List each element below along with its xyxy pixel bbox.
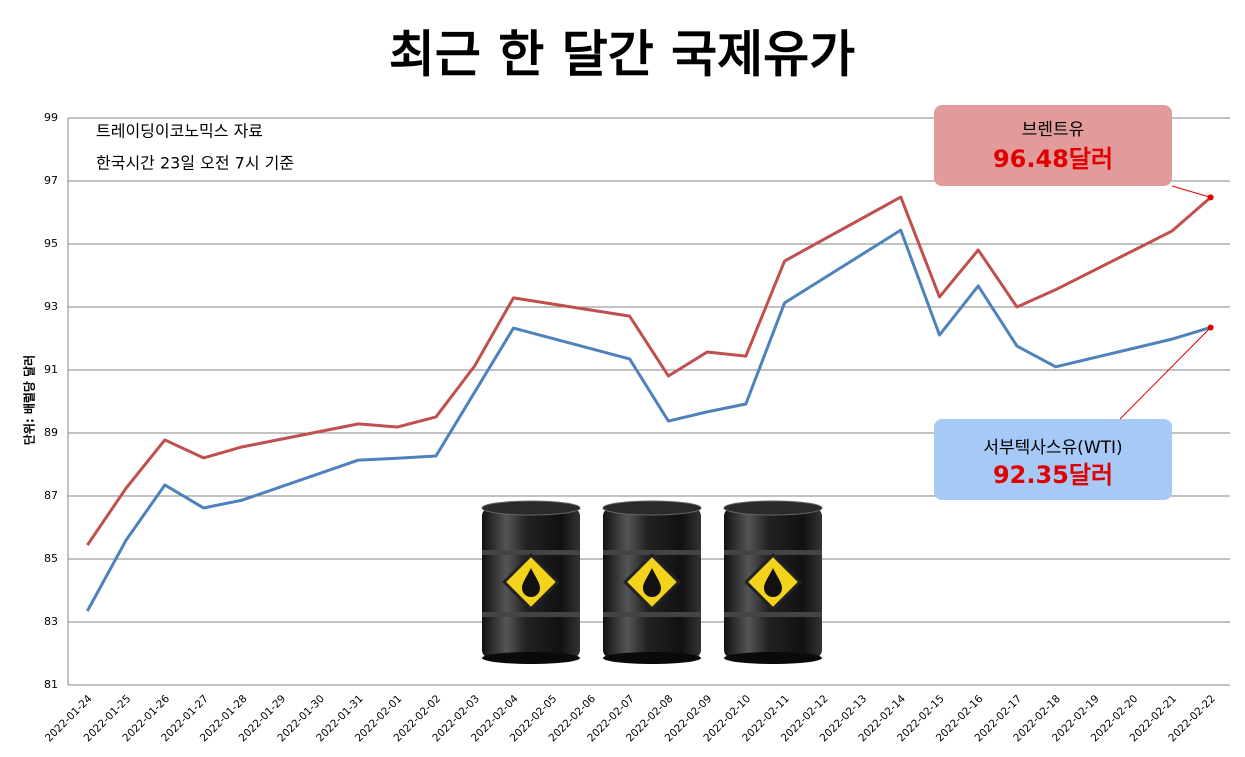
y-tick-label: 91 [44,363,58,376]
barrel [480,499,582,666]
value-label: 92.35달러 [993,461,1113,489]
y-tick-label: 99 [44,111,58,124]
annotation: 한국시간 23일 오전 7시 기준 [96,154,294,173]
y-tick-label: 83 [44,615,58,628]
callout-line [1171,185,1211,198]
value-label: 96.48달러 [993,145,1113,173]
y-tick-label: 85 [44,552,58,565]
barrel [601,499,703,666]
callout-name: 서부텍사스유(WTI) [983,438,1122,458]
callout-box [934,105,1172,186]
barrels [480,499,824,666]
barrel [722,499,824,666]
y-tick-label: 93 [44,300,58,313]
callout-name: 브렌트유 [1022,120,1085,140]
chart-title: 최근 한 달간 국제유가 [389,26,855,84]
y-tick-label: 87 [44,489,58,502]
y-tick-label: 97 [44,174,58,187]
point-marker [1207,324,1214,331]
callout-line [1119,327,1211,420]
callout-box [934,419,1172,500]
annotation: 트레이딩이코노믹스 자료 [96,122,263,141]
line [86,195,1212,546]
y-axis-label: 단위: 배럴당 달러 [22,355,37,445]
point-marker [1207,194,1214,201]
y-tick-label: 89 [44,426,58,439]
y-tick-label: 81 [44,678,58,691]
line [86,228,1212,612]
y-tick-label: 95 [44,237,58,250]
